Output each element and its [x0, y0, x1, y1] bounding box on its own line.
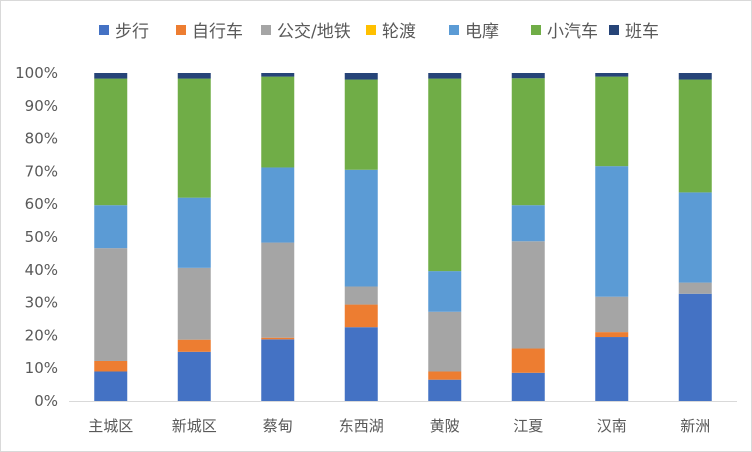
bar-segment [177, 339, 211, 352]
y-tick-label: 30% [25, 294, 58, 312]
bar-segment [344, 79, 378, 170]
bar-segment [678, 192, 712, 283]
bar-segment [595, 296, 629, 333]
legend-label: 小汽车 [547, 22, 598, 42]
bar-segment [94, 360, 128, 372]
bar-segment [261, 73, 295, 77]
bar-segment [261, 242, 295, 338]
bar-segment [344, 286, 378, 305]
legend-swatch [531, 25, 541, 35]
bar-segment [595, 332, 629, 338]
bar-segment [511, 73, 545, 79]
x-tick-label: 汉南 [597, 417, 627, 435]
bar-segment [511, 78, 545, 206]
x-tick-label: 黄陂 [430, 417, 460, 435]
bar-segment [511, 372, 545, 401]
bar-segment [261, 76, 295, 168]
bar-segment [344, 169, 378, 287]
legend-label: 公交/地铁 [277, 22, 351, 42]
legend-label: 轮渡 [382, 22, 416, 42]
bar-segment [94, 78, 128, 206]
bar-segment [428, 311, 462, 372]
bar-segment [94, 371, 128, 401]
legend-label: 电摩 [465, 22, 499, 42]
legend-label: 班车 [625, 22, 659, 42]
x-tick-label: 新城区 [172, 417, 217, 435]
bar-segment [678, 293, 712, 401]
x-tick-label: 蔡甸 [263, 417, 293, 435]
y-tick-label: 70% [25, 162, 58, 180]
bar-segment [94, 73, 128, 79]
bar-segment [511, 348, 545, 373]
bar-segment [344, 327, 378, 401]
bar-segment [428, 371, 462, 380]
x-tick-label: 主城区 [88, 417, 133, 435]
legend-label: 步行 [115, 22, 149, 42]
bar-segment [261, 337, 295, 340]
bars [94, 73, 712, 401]
y-tick-label: 90% [25, 97, 58, 115]
legend-swatch [366, 25, 376, 35]
bar-segment [177, 197, 211, 268]
y-tick-label: 0% [34, 392, 58, 410]
bar-segment [678, 282, 712, 294]
legend-swatch [176, 25, 186, 35]
y-tick-label: 50% [25, 228, 58, 246]
bar-segment [678, 79, 712, 193]
bar-segment [94, 248, 128, 361]
bar-segment [511, 205, 545, 242]
bar-segment [177, 78, 211, 198]
bar-segment [94, 205, 128, 249]
x-tick-label: 江夏 [513, 417, 543, 435]
bar-segment [261, 167, 295, 243]
bar-segment [261, 339, 295, 401]
legend-swatch [449, 25, 459, 35]
legend-swatch [261, 25, 271, 35]
bar-segment [428, 379, 462, 401]
bar-segment [595, 76, 629, 167]
y-tick-label: 10% [25, 359, 58, 377]
bar-segment [344, 304, 378, 328]
y-tick-label: 40% [25, 261, 58, 279]
bar-segment [678, 73, 712, 80]
bar-segment [595, 166, 629, 297]
bar-segment [177, 351, 211, 401]
legend: 步行 自行车 公交/地铁 轮渡 电摩 小汽车 班车 [99, 22, 659, 42]
x-tick-label: 东西湖 [339, 417, 384, 435]
y-tick-label: 20% [25, 326, 58, 344]
bar-segment [177, 73, 211, 79]
bar-segment [428, 73, 462, 79]
x-tick-label: 新洲 [680, 417, 710, 435]
bar-segment [511, 241, 545, 349]
y-tick-label: 60% [25, 195, 58, 213]
legend-swatch [99, 25, 109, 35]
bar-segment [428, 78, 462, 272]
bar-segment [595, 337, 629, 401]
y-tick-label: 80% [25, 130, 58, 148]
bar-segment [595, 73, 629, 77]
y-tick-label: 100% [15, 64, 58, 82]
legend-swatch [609, 25, 619, 35]
bar-segment [428, 271, 462, 312]
bar-segment [177, 267, 211, 340]
x-axis: 主城区 新城区 蔡甸 东西湖 黄陂 江夏 汉南 新洲 [88, 417, 710, 435]
legend-label: 自行车 [192, 22, 243, 42]
y-axis: 0% 10% 20% 30% 40% 50% 60% 70% 80% 90% 100% [15, 64, 58, 410]
bar-segment [344, 73, 378, 80]
